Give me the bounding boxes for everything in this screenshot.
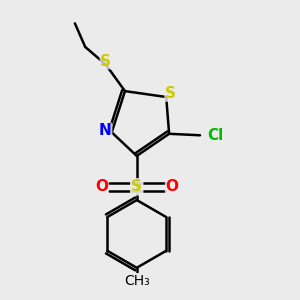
Text: N: N — [99, 123, 112, 138]
Text: S: S — [100, 54, 111, 69]
Text: S: S — [131, 179, 142, 194]
Text: O: O — [166, 179, 178, 194]
Text: Cl: Cl — [207, 128, 224, 143]
Text: S: S — [165, 86, 176, 101]
Text: CH₃: CH₃ — [124, 274, 150, 288]
Text: O: O — [95, 179, 108, 194]
